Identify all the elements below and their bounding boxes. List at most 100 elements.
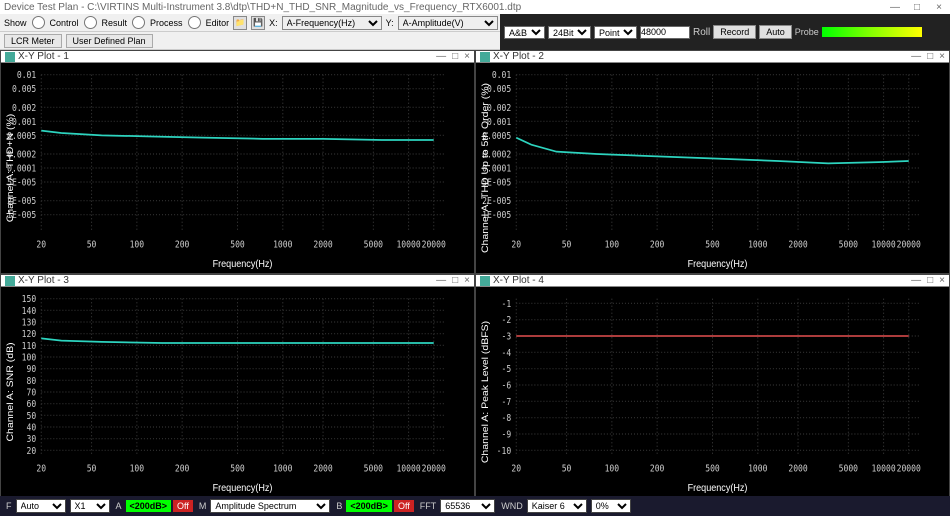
plot-4-canvas[interactable]: -1-2-3-4-5-6-7-8-9-10 205010020050010002… xyxy=(476,287,949,497)
svg-text:-7: -7 xyxy=(502,397,512,408)
plot-icon xyxy=(480,276,490,286)
open-icon[interactable]: 📁 xyxy=(233,16,247,30)
plot-grid: X-Y Plot - 1 — □ × 0.010.0050.0020.0010.… xyxy=(0,50,950,498)
rate-input[interactable] xyxy=(640,26,690,39)
plot-close-icon[interactable]: × xyxy=(939,51,945,62)
svg-text:100: 100 xyxy=(130,464,145,475)
svg-text:50: 50 xyxy=(87,464,97,475)
y-axis-select[interactable]: A-Amplitude(V) xyxy=(398,16,498,30)
x-axis-select[interactable]: A-Frequency(Hz) xyxy=(282,16,382,30)
svg-text:Channel A: THD Up to 5th Order: Channel A: THD Up to 5th Order (%) xyxy=(481,83,491,253)
fft-select[interactable]: 65536 xyxy=(440,499,495,513)
close-icon[interactable]: × xyxy=(932,2,946,13)
svg-text:500: 500 xyxy=(230,464,245,475)
svg-text:20: 20 xyxy=(36,240,46,251)
bits-select[interactable]: 24Bit xyxy=(548,26,591,39)
m-select[interactable]: Amplitude Spectrum xyxy=(210,499,330,513)
svg-text:100: 100 xyxy=(605,464,620,475)
svg-text:-4: -4 xyxy=(502,348,512,359)
svg-text:20: 20 xyxy=(511,464,521,475)
svg-text:2000: 2000 xyxy=(313,240,332,251)
svg-text:0.005: 0.005 xyxy=(12,85,36,96)
svg-text:0.002: 0.002 xyxy=(12,103,36,114)
plot-close-icon[interactable]: × xyxy=(464,51,470,62)
save-icon[interactable]: 💾 xyxy=(251,16,265,30)
svg-text:100: 100 xyxy=(130,240,145,251)
plot-minimize-icon[interactable]: — xyxy=(436,275,446,286)
svg-text:130: 130 xyxy=(22,318,37,329)
mode-select[interactable]: A&B xyxy=(504,26,545,39)
svg-text:20: 20 xyxy=(511,240,521,251)
a-range[interactable]: <200dB> xyxy=(126,500,172,512)
plot-close-icon[interactable]: × xyxy=(939,275,945,286)
svg-text:500: 500 xyxy=(705,464,720,475)
svg-text:Frequency(Hz): Frequency(Hz) xyxy=(213,483,273,495)
plot-maximize-icon[interactable]: □ xyxy=(927,51,933,62)
svg-text:50: 50 xyxy=(87,240,97,251)
svg-text:10000: 10000 xyxy=(396,240,420,251)
tab-user-defined-plan[interactable]: User Defined Plan xyxy=(66,34,153,48)
result-label: Result xyxy=(102,18,128,28)
svg-text:40: 40 xyxy=(27,423,37,434)
plot-icon xyxy=(5,52,15,62)
plot-3-header[interactable]: X-Y Plot - 3 — □ × xyxy=(1,275,474,287)
plot-minimize-icon[interactable]: — xyxy=(911,275,921,286)
svg-text:5000: 5000 xyxy=(364,240,383,251)
svg-text:20000: 20000 xyxy=(897,240,921,251)
svg-text:70: 70 xyxy=(27,388,37,399)
f-select[interactable]: Auto xyxy=(16,499,66,513)
x-axis-label: X: xyxy=(269,18,278,28)
svg-text:2000: 2000 xyxy=(788,240,807,251)
a-label: A xyxy=(114,501,124,511)
plot-maximize-icon[interactable]: □ xyxy=(927,275,933,286)
acquisition-toolbar: A&B 24Bit Point Roll Record Auto Probe xyxy=(500,14,950,50)
y-axis-label: Y: xyxy=(386,18,394,28)
a-off[interactable]: Off xyxy=(173,500,193,512)
plot-minimize-icon[interactable]: — xyxy=(436,51,446,62)
trigger-select[interactable]: Point xyxy=(594,26,637,39)
auto-button[interactable]: Auto xyxy=(759,25,792,39)
overlap-select[interactable]: 0% xyxy=(591,499,631,513)
wnd-select[interactable]: Kaiser 6 xyxy=(527,499,587,513)
plot-maximize-icon[interactable]: □ xyxy=(452,51,458,62)
b-range[interactable]: <200dB> xyxy=(346,500,392,512)
record-button[interactable]: Record xyxy=(713,25,756,39)
svg-text:80: 80 xyxy=(27,376,37,387)
tab-lcr-meter[interactable]: LCR Meter xyxy=(4,34,62,48)
minimize-icon[interactable]: — xyxy=(888,2,902,13)
plot-maximize-icon[interactable]: □ xyxy=(452,275,458,286)
m-label: M xyxy=(197,501,209,511)
svg-text:Frequency(Hz): Frequency(Hz) xyxy=(688,483,748,495)
plot-3-canvas[interactable]: 1501401301201101009080706050403020 20501… xyxy=(1,287,474,497)
plot-minimize-icon[interactable]: — xyxy=(911,51,921,62)
result-radio[interactable] xyxy=(84,16,97,29)
svg-text:60: 60 xyxy=(27,400,37,411)
roll-label: Roll xyxy=(693,27,710,38)
process-radio[interactable] xyxy=(132,16,145,29)
plot-4-header[interactable]: X-Y Plot - 4 — □ × xyxy=(476,275,949,287)
svg-text:20: 20 xyxy=(36,464,46,475)
plot-1-header[interactable]: X-Y Plot - 1 — □ × xyxy=(1,51,474,63)
plot-1-canvas[interactable]: 0.010.0050.0020.0010.00050.00020.00015E-… xyxy=(1,63,474,273)
status-bar: FAuto X1 A<200dB>Off MAmplitude Spectrum… xyxy=(0,496,950,516)
app-title: Device Test Plan - C:\VIRTINS Multi-Inst… xyxy=(4,2,521,13)
plot-2-canvas[interactable]: 0.010.0050.0020.0010.00050.00020.00015E-… xyxy=(476,63,949,273)
plot-close-icon[interactable]: × xyxy=(464,275,470,286)
svg-text:500: 500 xyxy=(705,240,720,251)
svg-text:2000: 2000 xyxy=(313,464,332,475)
process-label: Process xyxy=(150,18,183,28)
plot-2-header[interactable]: X-Y Plot - 2 — □ × xyxy=(476,51,949,63)
plot-4-title: X-Y Plot - 4 xyxy=(493,275,544,286)
svg-text:5000: 5000 xyxy=(839,464,858,475)
svg-text:-2: -2 xyxy=(502,316,512,327)
editor-radio[interactable] xyxy=(188,16,201,29)
control-radio[interactable] xyxy=(32,16,45,29)
svg-text:20000: 20000 xyxy=(422,240,446,251)
svg-text:1000: 1000 xyxy=(273,464,292,475)
svg-text:150: 150 xyxy=(22,295,37,306)
b-off[interactable]: Off xyxy=(394,500,414,512)
svg-text:500: 500 xyxy=(230,240,245,251)
svg-text:50: 50 xyxy=(27,411,37,422)
x-zoom-select[interactable]: X1 xyxy=(70,499,110,513)
maximize-icon[interactable]: □ xyxy=(910,2,924,13)
